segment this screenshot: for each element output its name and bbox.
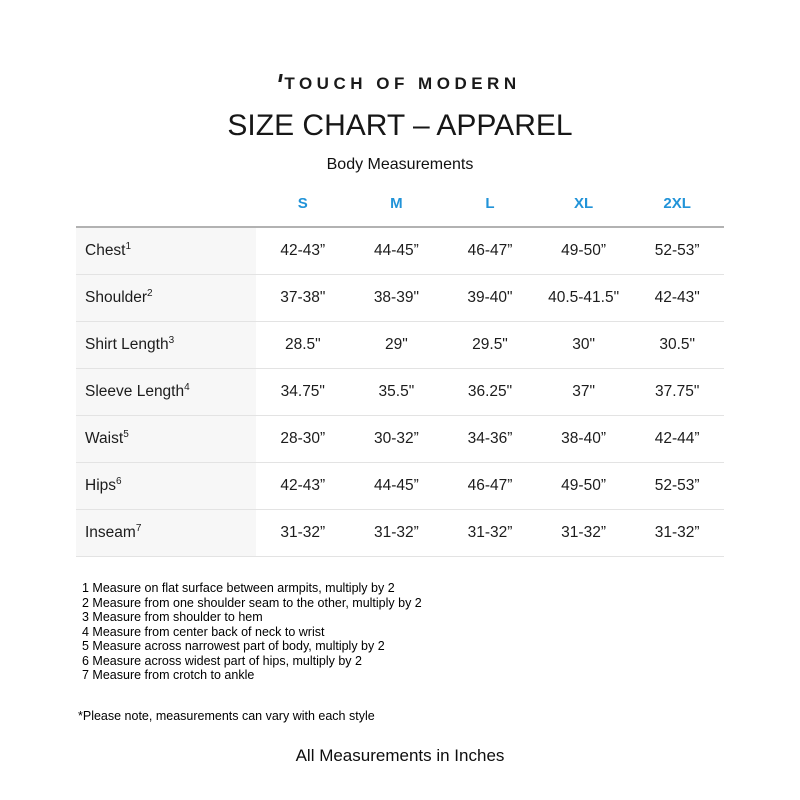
style-note: *Please note, measurements can vary with… <box>78 708 375 723</box>
table-row-waist: Waist5 28-30” 30-32” 34-36” 38-40” 42-44… <box>76 415 724 463</box>
cell-value: 30.5" <box>630 321 724 369</box>
cell-value: 52-53” <box>630 462 724 510</box>
cell-value: 52-53” <box>630 227 724 275</box>
cell-value: 44-45” <box>349 227 444 275</box>
row-label: Sleeve Length4 <box>76 368 256 416</box>
cell-value: 38-40” <box>536 415 631 463</box>
size-chart-table: S M L XL 2XL Chest1 42-43” 44-45” 46-47”… <box>76 195 724 557</box>
footnote-line: 1 Measure on flat surface between armpit… <box>82 581 395 595</box>
row-label-text: Shirt Length <box>85 336 169 353</box>
cell-value: 42-43” <box>256 462 350 510</box>
row-label: Hips6 <box>76 462 256 510</box>
brand-logo: TOUCH OF MODERN <box>0 0 800 94</box>
row-label: Shoulder2 <box>76 274 256 322</box>
footnote-ref: 5 <box>123 428 129 440</box>
cell-value: 42-44” <box>630 415 724 463</box>
footnote-ref: 2 <box>147 287 153 299</box>
cell-value: 39-40" <box>443 274 537 322</box>
cell-value: 28-30” <box>256 415 350 463</box>
cell-value: 31-32” <box>256 509 350 557</box>
page-title: SIZE CHART – APPAREL <box>227 109 573 142</box>
logo-tick-icon <box>278 74 284 82</box>
row-label-text: Chest <box>85 242 126 259</box>
cell-value: 46-47” <box>443 227 537 275</box>
row-label: Waist5 <box>76 415 256 463</box>
row-label-text: Waist <box>85 430 124 447</box>
cell-value: 38-39" <box>349 274 444 322</box>
cell-value: 40.5-41.5" <box>536 274 631 322</box>
row-label-text: Shoulder <box>85 289 148 306</box>
footnotes-block: 1 Measure on flat surface between armpit… <box>82 581 800 683</box>
brand-logo-text: TOUCH OF MODERN <box>284 74 521 93</box>
cell-value: 30-32” <box>349 415 444 463</box>
cell-value: 31-32” <box>630 509 724 557</box>
cell-value: 42-43” <box>256 227 350 275</box>
size-column-header-s: S <box>256 195 350 228</box>
cell-value: 30" <box>536 321 631 369</box>
row-label-text: Sleeve Length <box>85 383 185 400</box>
footnote-line: 5 Measure across narrowest part of body,… <box>82 639 385 653</box>
table-row-shoulder: Shoulder2 37-38" 38-39" 39-40" 40.5-41.5… <box>76 274 724 322</box>
footnote-line: 2 Measure from one shoulder seam to the … <box>82 595 422 610</box>
size-header-row: S M L XL 2XL <box>76 195 724 228</box>
units-note: All Measurements in Inches <box>295 745 505 765</box>
cell-value: 28.5" <box>256 321 350 369</box>
size-column-header-xl: XL <box>536 195 631 228</box>
cell-value: 36.25" <box>443 368 537 416</box>
cell-value: 37-38" <box>256 274 350 322</box>
table-row-inseam: Inseam7 31-32” 31-32” 31-32” 31-32” 31-3… <box>76 509 724 557</box>
page-subtitle: Body Measurements <box>326 156 474 173</box>
cell-value: 37" <box>536 368 631 416</box>
cell-value: 31-32” <box>349 509 444 557</box>
row-label-text: Inseam <box>85 524 136 541</box>
table-row-chest: Chest1 42-43” 44-45” 46-47” 49-50” 52-53… <box>76 227 724 275</box>
cell-value: 35.5" <box>349 368 444 416</box>
cell-value: 34-36” <box>443 415 537 463</box>
cell-value: 49-50” <box>536 462 631 510</box>
cell-value: 46-47” <box>443 462 537 510</box>
footnote-ref: 1 <box>125 240 132 252</box>
footnote-line: 4 Measure from center back of neck to wr… <box>82 624 325 639</box>
footnote-line: 3 Measure from shoulder to hem <box>82 610 263 624</box>
cell-value: 49-50” <box>536 227 631 275</box>
size-column-header-l: L <box>443 195 537 228</box>
cell-value: 31-32” <box>443 509 537 557</box>
cell-value: 44-45” <box>349 462 444 510</box>
footnote-ref: 4 <box>184 381 190 393</box>
footnote-line: 6 Measure across widest part of hips, mu… <box>82 653 362 668</box>
cell-value: 42-43" <box>630 274 724 322</box>
cell-value: 34.75" <box>256 368 350 416</box>
corner-cell <box>76 195 256 228</box>
row-label-text: Hips <box>85 477 117 494</box>
row-label: Inseam7 <box>76 509 256 557</box>
table-row-hips: Hips6 42-43” 44-45” 46-47” 49-50” 52-53” <box>76 462 724 510</box>
cell-value: 29" <box>349 321 444 369</box>
footnote-ref: 6 <box>116 475 122 487</box>
table-row-sleeve-length: Sleeve Length4 34.75" 35.5" 36.25" 37" 3… <box>76 368 724 416</box>
row-label: Shirt Length3 <box>76 321 256 369</box>
footnote-line: 7 Measure from crotch to ankle <box>82 668 255 682</box>
row-label: Chest1 <box>76 227 256 275</box>
footnote-ref: 3 <box>168 334 175 346</box>
cell-value: 29.5" <box>443 321 537 369</box>
footnote-ref: 7 <box>135 522 142 534</box>
size-column-header-m: M <box>349 195 444 228</box>
cell-value: 37.75" <box>630 368 724 416</box>
cell-value: 31-32” <box>536 509 631 557</box>
table-row-shirt-length: Shirt Length3 28.5" 29" 29.5" 30" 30.5" <box>76 321 724 369</box>
size-column-header-2xl: 2XL <box>630 195 724 228</box>
